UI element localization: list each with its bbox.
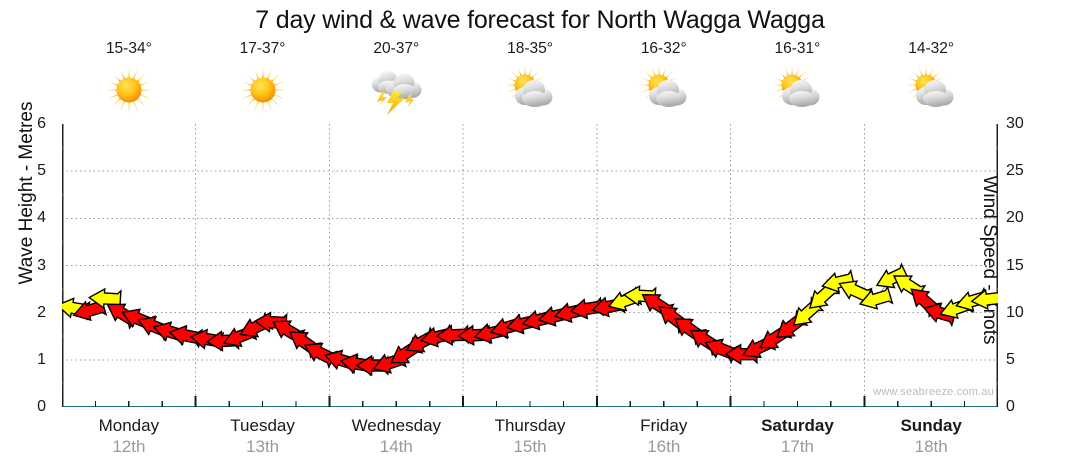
watermark: www.seabreeze.com.au — [873, 386, 994, 398]
temperature-range: 17-37° — [239, 40, 286, 57]
temperature-range: 15-34° — [105, 40, 152, 57]
wind-arrow — [821, 268, 856, 293]
right-tick-label: 5 — [1006, 350, 1015, 368]
wind-arrow — [87, 287, 122, 310]
day-name: Monday — [98, 416, 160, 435]
day-header-thursday: 18-35° — [463, 40, 597, 122]
day-header-tuesday: 17-37° — [196, 40, 330, 122]
day-date: 15th — [513, 437, 547, 456]
day-header-wednesday: 20-37° — [329, 40, 463, 122]
left-tick-label: 4 — [37, 209, 46, 227]
right-tick-label: 20 — [1006, 209, 1024, 227]
day-name: Friday — [640, 416, 688, 435]
right-tick-label: 15 — [1006, 256, 1024, 274]
day-date: 16th — [647, 437, 681, 456]
day-header-saturday: 16-31° — [731, 40, 865, 122]
right-tick-label: 0 — [1006, 398, 1015, 415]
sunny-icon — [98, 61, 160, 119]
wind-arrow — [875, 262, 911, 289]
wind-arrow-plot — [62, 124, 998, 407]
temperature-range: 14-32° — [908, 40, 955, 57]
day-footer-strip: Monday 12th Tuesday 13th Wednesday 14th Thursd… — [62, 415, 998, 471]
day-date: 14th — [379, 437, 413, 456]
partly-cloudy-icon — [900, 61, 962, 119]
left-tick-label: 3 — [37, 256, 46, 274]
day-header-monday: 15-34° — [62, 40, 196, 122]
right-tick-label: 25 — [1006, 162, 1024, 180]
day-header-sunday: 14-32° — [864, 40, 998, 122]
day-name: Saturday — [761, 416, 834, 435]
day-footer-saturday: Saturday 17th — [731, 415, 865, 471]
sunny-icon — [232, 61, 294, 119]
left-tick-label: 1 — [37, 350, 46, 368]
partly-cloudy-icon — [766, 61, 828, 119]
day-date: 13th — [246, 437, 280, 456]
day-header-strip: 15-34° 17-37° 20-37° — [62, 40, 998, 122]
left-tick-label: 5 — [37, 162, 46, 180]
temperature-range: 18-35° — [507, 40, 553, 57]
plot-area — [62, 124, 998, 407]
wind-arrow — [970, 287, 998, 311]
day-name: Thursday — [494, 416, 566, 435]
partly-cloudy-icon — [633, 61, 695, 119]
temperature-range: 16-31° — [774, 40, 821, 57]
day-date: 12th — [112, 437, 146, 456]
left-tick-label: 0 — [37, 398, 46, 415]
left-tick-label: 6 — [37, 115, 46, 132]
day-name: Tuesday — [230, 416, 295, 435]
wind-arrow — [858, 285, 894, 310]
left-tick-label: 2 — [37, 303, 46, 321]
temperature-range: 16-32° — [640, 40, 687, 57]
right-tick-label: 30 — [1006, 115, 1024, 132]
day-footer-wednesday: Wednesday 14th — [329, 415, 463, 471]
thunderstorm-icon — [365, 61, 427, 119]
right-axis-ticks: 30 25 20 15 10 5 0 — [1006, 116, 1040, 415]
day-date: 17th — [780, 437, 814, 456]
day-header-friday: 16-32° — [597, 40, 731, 122]
day-footer-thursday: Thursday 15th — [463, 415, 597, 471]
temperature-range: 20-37° — [373, 40, 420, 57]
day-footer-monday: Monday 12th — [62, 415, 196, 471]
page-title: 7 day wind & wave forecast for North Wag… — [255, 6, 825, 34]
left-axis-ticks: 6 5 4 3 2 1 0 — [16, 116, 46, 415]
right-tick-label: 10 — [1006, 303, 1024, 321]
day-name: Wednesday — [351, 416, 442, 435]
day-footer-friday: Friday 16th — [597, 415, 731, 471]
day-date: 18th — [914, 437, 948, 456]
partly-cloudy-icon — [499, 61, 561, 119]
day-name: Sunday — [900, 416, 962, 435]
day-footer-tuesday: Tuesday 13th — [196, 415, 330, 471]
day-footer-sunday: Sunday 18th — [864, 415, 998, 471]
